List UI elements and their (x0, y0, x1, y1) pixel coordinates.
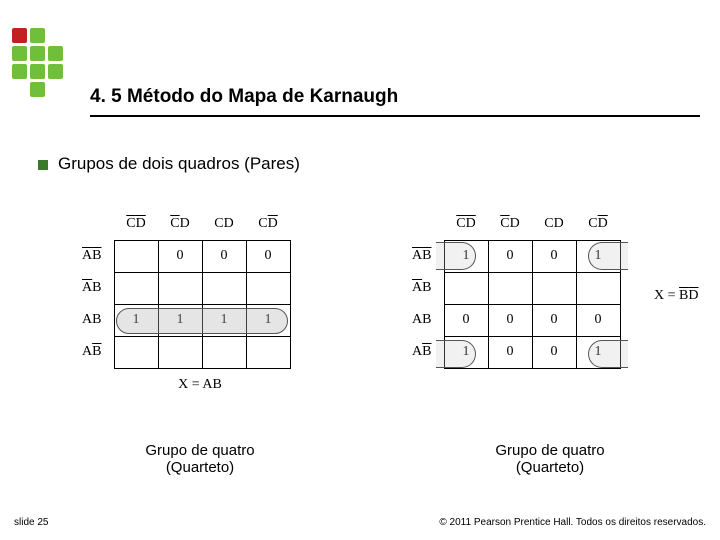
kmap1-cell-1-0 (114, 272, 158, 304)
kmap2-col-1: CD (488, 208, 532, 240)
kmap1-row-3: AB (70, 336, 114, 368)
kmap2-col-0: CD (444, 208, 488, 240)
kmap1-cell-3-1 (158, 336, 202, 368)
kmap2-cell-3-1: 0 (488, 336, 532, 368)
kmap2-cell-1-3 (576, 272, 620, 304)
kmap1-cell-3-3 (246, 336, 290, 368)
kmap1-cell-0-3: 0 (246, 240, 290, 272)
kmap1-col-2: CD (202, 208, 246, 240)
kmap2-cell-2-1: 0 (488, 304, 532, 336)
kmap-right: CD CD CD CD AB 1 0 0 1 AB AB 0 0 0 0 AB (400, 208, 680, 369)
slide-title: 4. 5 Método do Mapa de Karnaugh (90, 86, 398, 108)
logo (12, 28, 64, 80)
title-underline (90, 115, 700, 117)
copyright: © 2011 Pearson Prentice Hall. Todos os d… (439, 517, 706, 528)
kmap1-row-2: AB (70, 304, 114, 336)
kmap2-col-2: CD (532, 208, 576, 240)
kmap1-cell-0-0 (114, 240, 158, 272)
kmap2-col-3: CD (576, 208, 620, 240)
kmap2-cell-1-1 (488, 272, 532, 304)
kmap2-row-3: AB (400, 336, 444, 368)
kmap2-cell-2-2: 0 (532, 304, 576, 336)
kmap1-cell-2-2: 1 (202, 304, 246, 336)
kmap1-cell-2-1: 1 (158, 304, 202, 336)
kmap2-cell-1-0 (444, 272, 488, 304)
kmap1-cell-2-0: 1 (114, 304, 158, 336)
kmap2-row-1: AB (400, 272, 444, 304)
kmap2-cell-0-0: 1 (444, 240, 488, 272)
kmap1-cell-3-2 (202, 336, 246, 368)
kmap1-cell-1-2 (202, 272, 246, 304)
kmap-left-table: CD CD CD CD AB 0 0 0 AB AB 1 1 1 1 AB (70, 208, 291, 369)
slide-number: slide 25 (14, 517, 48, 528)
kmap2-cell-1-2 (532, 272, 576, 304)
kmap1-row-0: AB (70, 240, 114, 272)
caption-right: Grupo de quatro (Quarteto) (460, 442, 640, 476)
kmap1-cell-0-2: 0 (202, 240, 246, 272)
kmap2-cell-2-3: 0 (576, 304, 620, 336)
kmap2-cell-3-2: 0 (532, 336, 576, 368)
bullet-icon (38, 160, 48, 170)
kmap2-cell-0-2: 0 (532, 240, 576, 272)
kmap1-cell-0-1: 0 (158, 240, 202, 272)
kmap1-col-3: CD (246, 208, 290, 240)
kmap2-equation: X = BD (654, 288, 698, 304)
kmap1-cell-1-3 (246, 272, 290, 304)
kmap-right-table: CD CD CD CD AB 1 0 0 1 AB AB 0 0 0 0 AB (400, 208, 621, 369)
kmap1-col-0: CD (114, 208, 158, 240)
kmap2-row-2: AB (400, 304, 444, 336)
kmap1-cell-3-0 (114, 336, 158, 368)
kmap1-col-1: CD (158, 208, 202, 240)
kmap2-cell-2-0: 0 (444, 304, 488, 336)
kmap2-cell-0-1: 0 (488, 240, 532, 272)
kmap1-row-1: AB (70, 272, 114, 304)
caption-left: Grupo de quatro (Quarteto) (110, 442, 290, 476)
kmap1-equation: X = AB (70, 377, 330, 393)
kmap2-cell-3-3: 1 (576, 336, 620, 368)
kmap2-cell-3-0: 1 (444, 336, 488, 368)
kmap2-cell-0-3: 1 (576, 240, 620, 272)
kmap2-row-0: AB (400, 240, 444, 272)
kmap1-cell-2-3: 1 (246, 304, 290, 336)
kmap-left: CD CD CD CD AB 0 0 0 AB AB 1 1 1 1 AB (70, 208, 330, 393)
kmap1-cell-1-1 (158, 272, 202, 304)
bullet-text: Grupos de dois quadros (Pares) (58, 154, 300, 174)
